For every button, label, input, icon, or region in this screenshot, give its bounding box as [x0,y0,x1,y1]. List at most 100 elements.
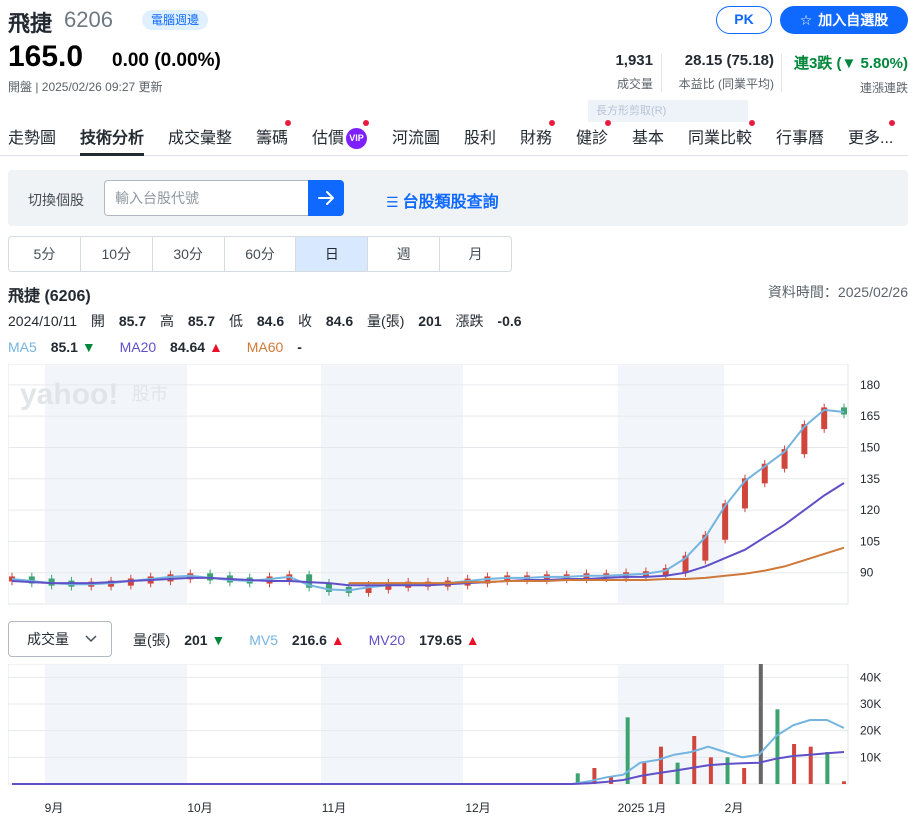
mv5-dir: ▲ [330,632,345,648]
y-tick-label: 30K [860,697,881,711]
tab-dividend[interactable]: 股利 [464,130,497,147]
period-week[interactable]: 週 [368,237,441,271]
volume-chart[interactable]: 10K 20K 30K 40K 9月 10月 11月 12月 2025 1月 2月 [8,664,908,820]
notification-dot [363,120,369,126]
price-chart[interactable]: 90 105 120 135 150 165 180 yahoo! 股市 [8,364,908,608]
tab-valuation[interactable]: 估價 VIP [312,120,369,156]
volume-bar [825,752,830,784]
sector-lookup-link[interactable]: ☰ 台股類股查詢 [386,188,499,212]
stat-divider [781,54,782,92]
volume-bar [842,781,846,784]
month-band [321,665,463,783]
search-submit-button[interactable] [308,180,344,216]
industry-tag[interactable]: 電腦週邊 [142,10,209,30]
y-tick-label: 90 [860,566,874,580]
y-tick-label: 180 [860,378,880,392]
candle-body [306,574,313,588]
tab-basic[interactable]: 基本 [632,130,665,147]
period-60min[interactable]: 60分 [225,237,297,271]
tab-more-label: 更多... [848,130,894,147]
add-watchlist-button[interactable]: ☆ 加入自選股 [780,6,908,34]
month-band [618,365,724,603]
candle-body [127,578,134,586]
close-value: 84.6 [325,313,354,329]
period-10min[interactable]: 10分 [81,237,153,271]
candle-body [722,503,729,540]
volume-bar [725,757,730,784]
stock-search-input[interactable] [104,180,308,216]
candle-body [682,555,689,574]
y-tick-label: 10K [860,750,881,764]
high-label: 高 [159,313,174,329]
ma5-label: MA5 [8,339,37,355]
notification-dot [285,120,291,126]
add-watchlist-label: 加入自選股 [818,12,889,28]
sector-lookup-label: 台股類股查詢 [402,194,499,211]
volume-bar [708,757,713,784]
low-label: 低 [228,313,243,329]
tab-calendar[interactable]: 行事曆 [776,130,825,147]
stat-volume-value: 1,931 [615,52,653,69]
candle-body [781,449,788,469]
candle-body [841,407,847,415]
vip-badge: VIP [346,128,368,149]
x-tick-label: 12月 [465,801,490,815]
ma20-value: 84.64 [170,339,206,355]
x-tick-label: 2025 1月 [618,801,667,815]
candle-body [801,424,808,455]
ma5-value: 85.1 [50,339,78,355]
period-month[interactable]: 月 [468,246,483,262]
open-label: 開 [90,313,105,329]
tab-financials[interactable]: 財務 [520,120,555,156]
volume-value: 201 [418,313,442,329]
mv20-line [12,751,845,785]
tab-more[interactable]: 更多... [848,120,895,156]
tab-health-label: 健診 [576,130,609,147]
yahoo-watermark: yahoo! [20,378,118,411]
tab-trade-summary[interactable]: 成交彙整 [168,130,233,147]
tab-peer-compare-label: 同業比較 [688,130,753,147]
ohlc-readout: 2024/10/11 開 85.7 高 85.7 低 84.6 收 84.6 量… [8,311,532,331]
volume-bar [742,768,747,784]
x-tick-label: 11月 [322,801,346,815]
tab-technical[interactable]: 技術分析 [80,124,145,156]
tab-chips[interactable]: 籌碼 [256,120,291,156]
stock-name: 飛捷 [8,11,53,36]
stock-code: 6206 [64,7,113,32]
tab-river[interactable]: 河流圖 [392,130,441,147]
stat-streak-label: 連漲連跌 [859,81,908,95]
vol-value: 201 [184,632,208,648]
stat-streak-value: 連3跌 (▼ 5.80%) [793,55,908,72]
volume-bar [642,762,647,784]
tab-trend[interactable]: 走勢圖 [8,130,57,147]
candle-body [662,568,669,577]
volume-bar [792,744,797,784]
market-status-time: 開盤 | 2025/02/26 09:27 更新 [8,80,163,94]
pk-button[interactable]: PK [716,6,772,34]
tab-health[interactable]: 健診 [576,120,611,156]
vol-label: 量(張) [133,632,171,648]
stat-volume-label: 成交量 [616,77,653,91]
y-tick-label: 40K [860,670,881,684]
tab-peer-compare[interactable]: 同業比較 [688,120,755,156]
arrow-right-icon [318,191,334,205]
y-tick-label: 20K [860,724,881,738]
x-tick-label: 2月 [725,801,744,815]
tab-chips-label: 籌碼 [256,130,289,147]
snip-tooltip: 長方形剪取(R) [588,100,748,122]
watermark-section: 股市 [132,384,168,404]
chart-title: 飛捷 (6206) [8,288,91,305]
month-band [45,365,187,603]
period-5min[interactable]: 5分 [9,237,81,271]
period-day[interactable]: 日 [296,237,369,271]
notification-dot [605,120,611,126]
indicator-select[interactable]: 成交量 [8,621,112,657]
candle-body [325,582,332,592]
y-tick-label: 120 [860,503,880,517]
period-30min[interactable]: 30分 [153,237,225,271]
stat-pe-value: 28.15 (75.18) [684,52,774,69]
stat-volume: 1,931 成交量 [573,52,653,92]
candle-body [702,534,709,561]
volume-bar [775,709,780,784]
mv20-value: 179.65 [419,632,462,648]
